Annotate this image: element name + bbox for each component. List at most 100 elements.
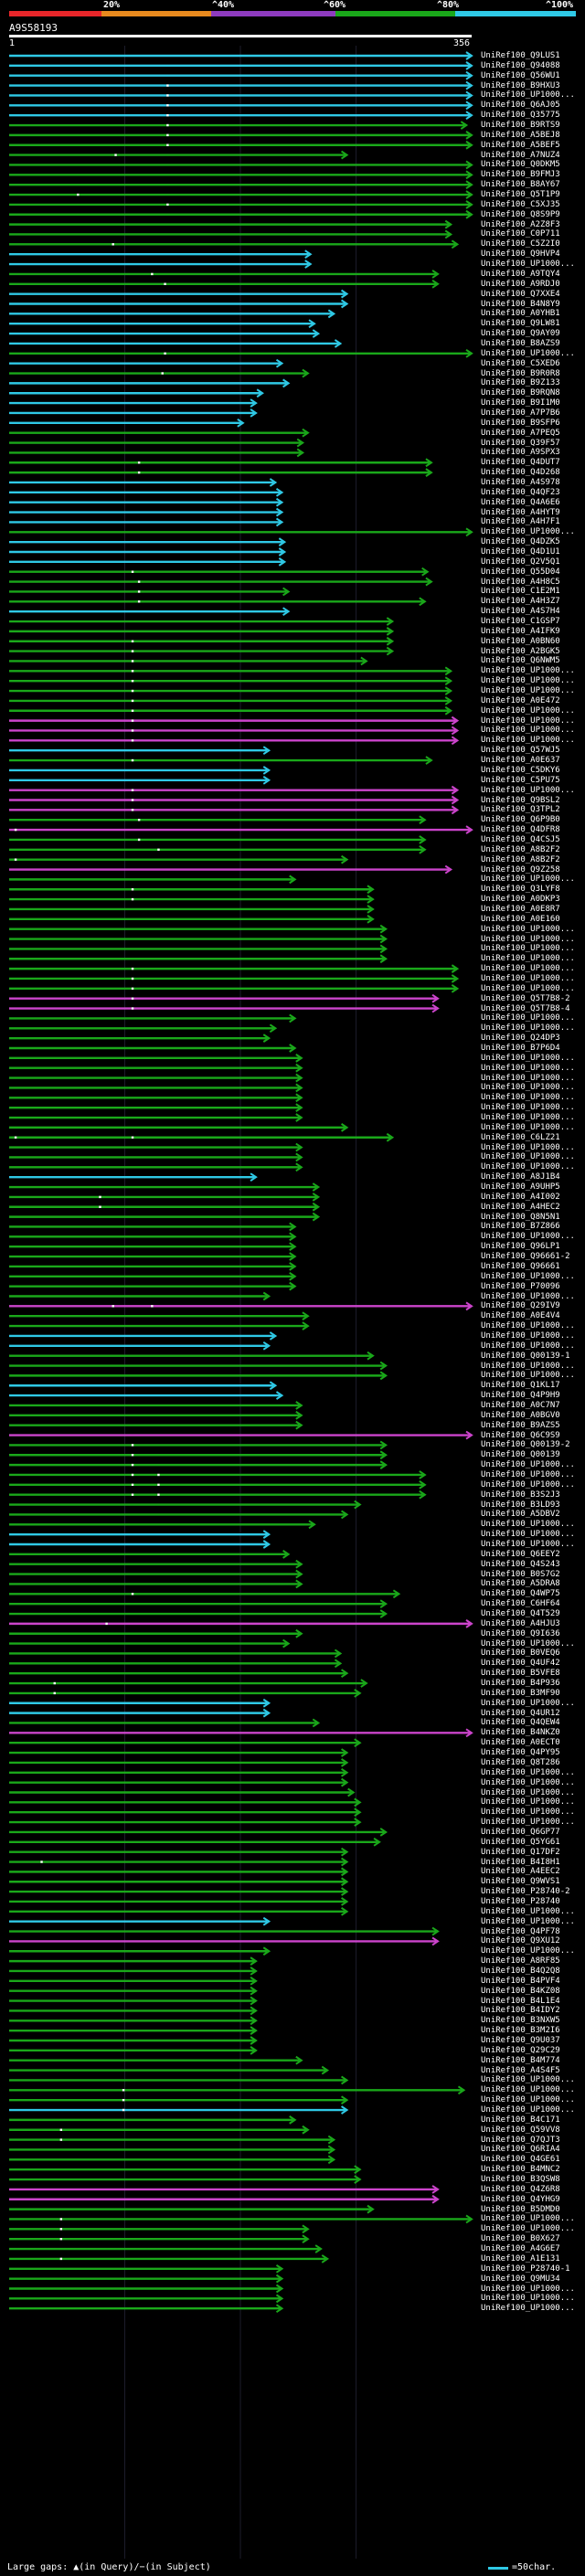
hit-label[interactable]: UniRef100_B7Z866 <box>481 1222 560 1232</box>
hit-label[interactable]: UniRef100_A0E8R7 <box>481 904 560 914</box>
hit-label[interactable]: UniRef100_Q9LUS1 <box>481 51 560 60</box>
hit-label[interactable]: UniRef100_A5DRA8 <box>481 1579 560 1589</box>
hit-label[interactable]: UniRef100_A9RDJ0 <box>481 279 560 289</box>
hit-label[interactable]: UniRef100_UP1000... <box>481 983 575 993</box>
hit-label[interactable]: UniRef100_UP1000... <box>481 1063 575 1073</box>
hit-label[interactable]: UniRef100_UP1000... <box>481 348 575 358</box>
hit-label[interactable]: UniRef100_UP1000... <box>481 1113 575 1123</box>
hit-label[interactable]: UniRef100_B7P6D4 <box>481 1044 560 1053</box>
hit-label[interactable]: UniRef100_UP1000... <box>481 1460 575 1470</box>
hit-label[interactable]: UniRef100_B4P936 <box>481 1679 560 1689</box>
hit-label[interactable]: UniRef100_A4HEC2 <box>481 1202 560 1212</box>
hit-label[interactable]: UniRef100_UP1000... <box>481 666 575 676</box>
hit-label[interactable]: UniRef100_Q4Z6R8 <box>481 2184 560 2194</box>
hit-label[interactable]: UniRef100_Q96661-2 <box>481 1252 570 1262</box>
hit-label[interactable]: UniRef100_B5VFE8 <box>481 1669 560 1679</box>
hit-label[interactable]: UniRef100_Q4S243 <box>481 1559 560 1569</box>
hit-label[interactable]: UniRef100_B9SFP6 <box>481 418 560 428</box>
hit-label[interactable]: UniRef100_Q5T7B8-2 <box>481 993 570 1003</box>
hit-label[interactable]: UniRef100_A4HJU3 <box>481 1618 560 1628</box>
hit-label[interactable]: UniRef100_UP1000... <box>481 1540 575 1549</box>
hit-label[interactable]: UniRef100_UP1000... <box>481 1807 575 1818</box>
hit-label[interactable]: UniRef100_UP1000... <box>481 1818 575 1828</box>
hit-label[interactable]: UniRef100_Q8N5N1 <box>481 1212 560 1222</box>
hit-label[interactable]: UniRef100_Q59VV8 <box>481 2125 560 2135</box>
hit-label[interactable]: UniRef100_Q9I636 <box>481 1628 560 1638</box>
hit-label[interactable]: UniRef100_C1GSP7 <box>481 617 560 627</box>
hit-label[interactable]: UniRef100_UP1000... <box>481 1122 575 1132</box>
hit-label[interactable]: UniRef100_B9Z133 <box>481 378 560 388</box>
hit-label[interactable]: UniRef100_UP1000... <box>481 1698 575 1708</box>
hit-label[interactable]: UniRef100_UP1000... <box>481 973 575 983</box>
hit-label[interactable]: UniRef100_A0BGV0 <box>481 1410 560 1420</box>
hit-label[interactable]: UniRef100_Q56WU1 <box>481 70 560 80</box>
hit-label[interactable]: UniRef100_Q4QEW4 <box>481 1718 560 1728</box>
hit-label[interactable]: UniRef100_A2Z8F3 <box>481 219 560 229</box>
hit-label[interactable]: UniRef100_Q35775 <box>481 111 560 121</box>
hit-label[interactable]: UniRef100_B5DMD0 <box>481 2204 560 2214</box>
hit-label[interactable]: UniRef100_UP1000... <box>481 1053 575 1063</box>
hit-label[interactable]: UniRef100_UP1000... <box>481 1787 575 1797</box>
hit-label[interactable]: UniRef100_A4H8C5 <box>481 577 560 587</box>
hit-label[interactable]: UniRef100_B9R0R8 <box>481 368 560 378</box>
hit-label[interactable]: UniRef100_B9RQN8 <box>481 388 560 398</box>
hit-label[interactable]: UniRef100_Q1KL17 <box>481 1381 560 1391</box>
hit-label[interactable]: UniRef100_B4Q2Q8 <box>481 1966 560 1976</box>
hit-label[interactable]: UniRef100_B4MNC2 <box>481 2165 560 2175</box>
hit-label[interactable]: UniRef100_B0X627 <box>481 2234 560 2244</box>
hit-label[interactable]: UniRef100_Q9Z258 <box>481 864 560 875</box>
hit-label[interactable]: UniRef100_UP1000... <box>481 1520 575 1530</box>
hit-label[interactable]: UniRef100_Q24DP3 <box>481 1034 560 1044</box>
hit-label[interactable]: UniRef100_UP1000... <box>481 705 575 716</box>
hit-label[interactable]: UniRef100_Q4UF42 <box>481 1659 560 1669</box>
hit-label[interactable]: UniRef100_Q4GE61 <box>481 2155 560 2165</box>
hit-label[interactable]: UniRef100_Q7QJT3 <box>481 2135 560 2145</box>
hit-label[interactable]: UniRef100_Q4DFR8 <box>481 825 560 835</box>
hit-label[interactable]: UniRef100_UP1000... <box>481 1371 575 1381</box>
hit-label[interactable]: UniRef100_A4HYT9 <box>481 507 560 517</box>
hit-label[interactable]: UniRef100_A5DBV2 <box>481 1510 560 1520</box>
hit-label[interactable]: UniRef100_Q3LYF8 <box>481 885 560 895</box>
hit-label[interactable]: UniRef100_A0C7N7 <box>481 1400 560 1410</box>
hit-label[interactable]: UniRef100_Q4CSJ5 <box>481 834 560 844</box>
hit-label[interactable]: UniRef100_B4IDY2 <box>481 2006 560 2016</box>
hit-label[interactable]: UniRef100_UP1000... <box>481 1142 575 1152</box>
hit-label[interactable]: UniRef100_Q6RIA4 <box>481 2145 560 2155</box>
hit-label[interactable]: UniRef100_C5XJ35 <box>481 199 560 209</box>
hit-label[interactable]: UniRef100_Q96661 <box>481 1261 560 1271</box>
hit-label[interactable]: UniRef100_B3S2J3 <box>481 1489 560 1500</box>
hit-label[interactable]: UniRef100_UP1000... <box>481 1162 575 1172</box>
hit-label[interactable]: UniRef100_P70096 <box>481 1281 560 1291</box>
hit-label[interactable]: UniRef100_B3LD93 <box>481 1500 560 1510</box>
hit-label[interactable]: UniRef100_Q29C29 <box>481 2045 560 2055</box>
hit-label[interactable]: UniRef100_UP1000... <box>481 2304 575 2314</box>
hit-label[interactable]: UniRef100_UP1000... <box>481 1777 575 1787</box>
hit-label[interactable]: UniRef100_UP1000... <box>481 1946 575 1956</box>
hit-label[interactable]: UniRef100_UP1000... <box>481 1232 575 1242</box>
hit-label[interactable]: UniRef100_A9TQY4 <box>481 269 560 279</box>
hit-label[interactable]: UniRef100_Q4D268 <box>481 468 560 478</box>
hit-label[interactable]: UniRef100_Q4DUT7 <box>481 458 560 468</box>
hit-label[interactable]: UniRef100_P28740 <box>481 1896 560 1906</box>
hit-label[interactable]: UniRef100_A5BEJ8 <box>481 130 560 140</box>
hit-label[interactable]: UniRef100_Q4YHG9 <box>481 2194 560 2204</box>
hit-label[interactable]: UniRef100_Q9MU34 <box>481 2274 560 2284</box>
hit-label[interactable]: UniRef100_UP1000... <box>481 1291 575 1301</box>
hit-label[interactable]: UniRef100_A2BGK5 <box>481 646 560 656</box>
hit-label[interactable]: UniRef100_B9HXU3 <box>481 80 560 90</box>
hit-label[interactable]: UniRef100_A4H3Z7 <box>481 597 560 607</box>
hit-label[interactable]: UniRef100_Q4WP75 <box>481 1589 560 1599</box>
hit-label[interactable]: UniRef100_B4N8Y9 <box>481 299 560 309</box>
hit-label[interactable]: UniRef100_A7PEQ5 <box>481 428 560 438</box>
hit-label[interactable]: UniRef100_UP1000... <box>481 924 575 934</box>
hit-label[interactable]: UniRef100_C0P711 <box>481 229 560 239</box>
hit-label[interactable]: UniRef100_Q55D04 <box>481 567 560 577</box>
hit-label[interactable]: UniRef100_Q4T529 <box>481 1609 560 1619</box>
hit-label[interactable]: UniRef100_A0YHB1 <box>481 309 560 319</box>
hit-label[interactable]: UniRef100_Q9LW81 <box>481 319 560 329</box>
hit-label[interactable]: UniRef100_Q39F57 <box>481 438 560 448</box>
hit-label[interactable]: UniRef100_A4S7H4 <box>481 607 560 617</box>
hit-label[interactable]: UniRef100_UP1000... <box>481 676 575 686</box>
hit-label[interactable]: UniRef100_A0E472 <box>481 695 560 705</box>
hit-label[interactable]: UniRef100_Q3TPL2 <box>481 805 560 815</box>
